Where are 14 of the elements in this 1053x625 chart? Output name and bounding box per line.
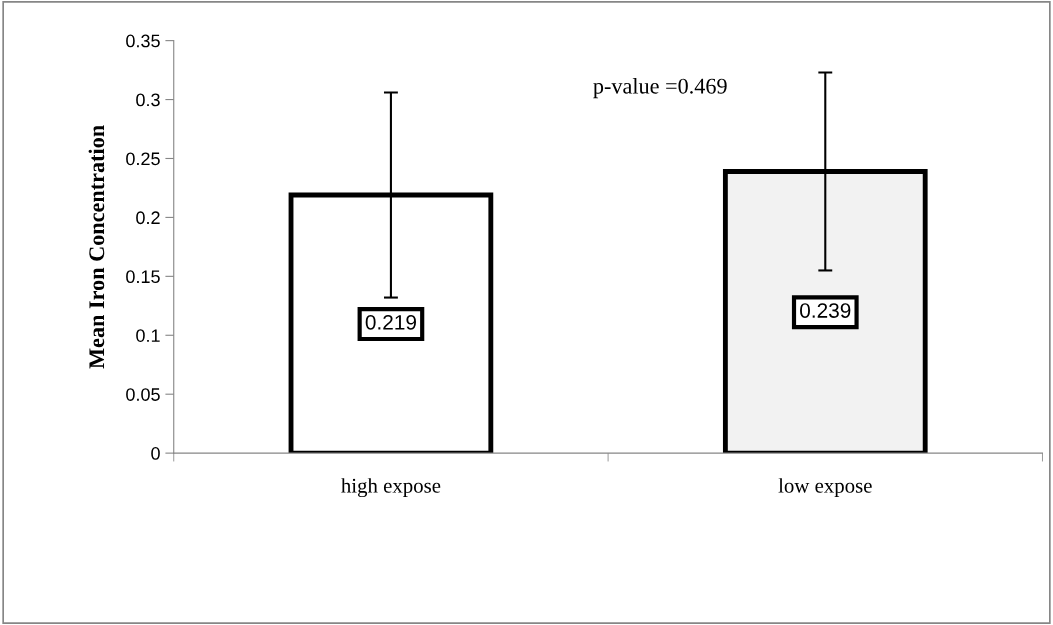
y-tick-label: 0.1 [136,329,160,342]
y-tick-label: 0.25 [126,152,160,166]
x-tick-label: high expose [341,478,441,498]
y-tick-label: 0.05 [126,388,160,401]
annotation: p-value =0.469 [593,77,727,99]
x-tick-label: low expose [778,478,872,498]
y-axis-title: Mean Iron Concentration [88,125,105,369]
y-tick-label: 0.2 [136,211,160,225]
data-label: 0.239 [800,303,851,318]
y-tick-label: 0 [151,447,160,460]
y-tick-label: 0.35 [126,34,160,48]
y-tick-label: 0.15 [126,270,160,284]
data-label: 0.219 [365,314,417,330]
y-tick-label: 0.3 [136,93,160,107]
